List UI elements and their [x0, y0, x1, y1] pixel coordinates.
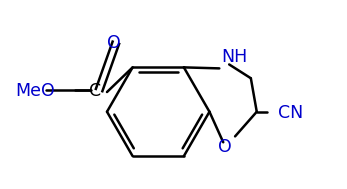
- Text: NH: NH: [221, 48, 247, 66]
- Text: C: C: [89, 82, 101, 100]
- Text: O: O: [218, 138, 232, 156]
- Text: MeO: MeO: [15, 82, 55, 100]
- Text: CN: CN: [278, 104, 304, 122]
- Text: O: O: [107, 34, 121, 52]
